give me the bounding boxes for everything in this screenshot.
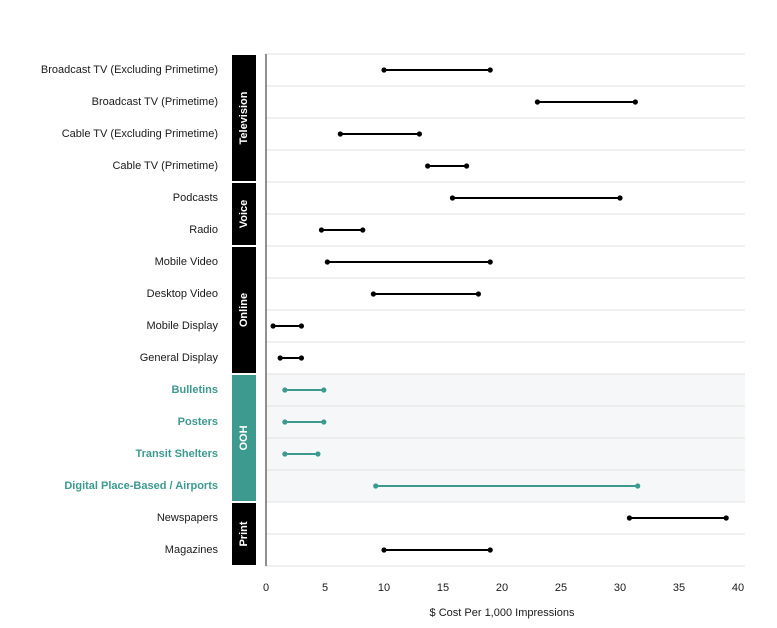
category-label: Digital Place-Based / Airports: [64, 480, 218, 492]
x-tick-label: 15: [437, 582, 449, 594]
max-point: [635, 483, 641, 489]
max-point: [723, 515, 729, 521]
category-labels: Broadcast TV (Excluding Primetime) Broadc…: [41, 64, 219, 556]
category-label: Transit Shelters: [135, 448, 218, 460]
group-labels: Television Voice Online OOH Print: [232, 55, 256, 565]
max-point: [315, 451, 321, 457]
x-tick-label: 25: [555, 582, 567, 594]
max-point: [487, 259, 493, 265]
x-tick-label: 20: [496, 582, 508, 594]
gridlines: [266, 53, 745, 567]
min-point: [282, 387, 288, 393]
category-label: Broadcast TV (Primetime): [92, 96, 218, 108]
x-tick-label: 35: [673, 582, 685, 594]
max-point: [321, 419, 327, 425]
category-label: Cable TV (Primetime): [112, 160, 218, 172]
category-label: Bulletins: [172, 384, 218, 396]
max-point: [298, 355, 304, 361]
group-label-online: Online: [238, 293, 250, 327]
min-point: [373, 483, 379, 489]
category-label: Mobile Video: [155, 256, 218, 268]
min-point: [277, 355, 283, 361]
group-band-ooh: [232, 375, 256, 501]
min-point: [449, 195, 456, 201]
x-tick-label: 30: [614, 582, 626, 594]
group-label-print: Print: [238, 521, 250, 546]
category-label: Magazines: [165, 544, 219, 556]
x-tick-label: 40: [732, 582, 744, 594]
x-tick-label: 10: [378, 582, 390, 594]
min-point: [324, 259, 330, 265]
max-point: [321, 387, 327, 393]
category-label: Broadcast TV (Excluding Primetime): [41, 64, 218, 76]
min-point: [282, 419, 288, 425]
category-label: General Display: [140, 352, 219, 364]
group-band-television: [232, 55, 256, 181]
min-point: [381, 67, 387, 73]
max-point: [632, 99, 638, 105]
max-point: [487, 547, 493, 553]
min-point: [534, 99, 541, 105]
max-point: [475, 291, 481, 297]
max-point: [464, 163, 470, 169]
min-point: [370, 291, 376, 297]
category-label: Mobile Display: [146, 320, 218, 332]
category-label: Posters: [178, 416, 218, 428]
max-point: [416, 131, 422, 137]
min-point: [425, 163, 431, 169]
x-tick-label: 5: [322, 582, 328, 594]
category-label: Newspapers: [157, 512, 219, 524]
category-label: Desktop Video: [147, 288, 218, 300]
group-band-print: [232, 503, 256, 565]
min-point: [270, 323, 276, 329]
x-tick-label: 0: [263, 582, 269, 594]
group-band-voice: [232, 183, 256, 245]
x-tick-labels: 0 5 10 15 20 25 30 35 40: [263, 582, 744, 594]
group-band-online: [232, 247, 256, 373]
max-point: [298, 323, 304, 329]
group-label-ooh: OOH: [238, 425, 250, 450]
max-point: [360, 227, 366, 233]
min-point: [282, 451, 288, 457]
max-point: [617, 195, 623, 201]
category-label: Cable TV (Excluding Primetime): [62, 128, 218, 140]
min-point: [318, 227, 325, 233]
category-label: Radio: [189, 224, 218, 236]
min-point: [626, 515, 633, 521]
min-point: [381, 547, 387, 553]
category-label: Podcasts: [173, 192, 219, 204]
x-axis-title: $ Cost Per 1,000 Impressions: [430, 607, 575, 619]
dumbbell-marks: [270, 67, 729, 553]
group-label-voice: Voice: [238, 200, 250, 229]
max-point: [487, 67, 493, 73]
group-label-television: Television: [238, 91, 250, 144]
min-point: [337, 131, 343, 137]
